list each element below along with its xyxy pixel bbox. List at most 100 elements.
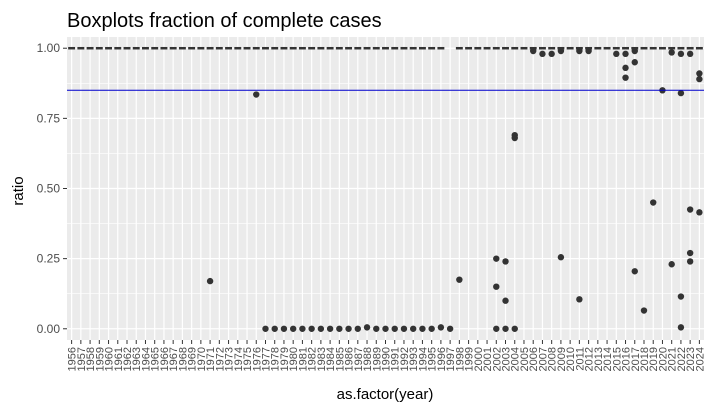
outlier-point [308,325,315,332]
outlier-point [363,324,371,331]
outlier-point [613,50,620,58]
outlier-point [622,64,629,72]
x-tick-label: 1960 [104,347,116,371]
x-tick-label: 1981 [297,347,309,371]
outlier-point [686,206,694,213]
outlier-point [289,325,297,332]
outlier-point [493,283,500,290]
x-tick-label: 2007 [537,347,549,371]
x-tick-label: 1963 [131,347,143,371]
outlier-point [686,50,694,58]
outlier-point [696,209,703,216]
outlier-point [631,47,638,55]
x-tick-label: 1975 [242,347,254,371]
outlier-point [686,249,694,257]
outlier-point [668,49,675,56]
x-tick-label: 2015 [611,347,623,371]
x-tick-label: 2005 [519,347,531,371]
outlier-point [502,258,509,265]
x-tick-label: 1971 [205,347,217,371]
outlier-point [206,277,214,285]
outlier-point [419,325,426,332]
outlier-point [576,47,583,55]
x-tick-label: 2017 [630,347,642,371]
outlier-point [280,325,288,332]
x-tick-label: 2020 [657,347,669,371]
outlier-point [253,91,260,98]
x-tick-label: 1999 [464,347,476,371]
x-tick-label: 1986 [344,347,356,371]
x-tick-label: 2004 [510,347,522,371]
y-tick-label: 1.00 [37,41,61,55]
x-tick-label: 2003 [501,347,513,371]
y-tick-label: 0.75 [37,111,61,125]
x-tick-label: 1988 [362,347,374,371]
x-tick-label: 1974 [233,347,245,371]
x-tick-label: 1959 [94,347,106,371]
x-tick-label: 2014 [602,347,614,371]
x-tick-label: 2009 [556,347,568,371]
x-tick-label: 2008 [547,347,559,371]
outlier-point [677,50,685,58]
x-tick-label: 1989 [371,347,383,371]
y-tick-label: 0.25 [37,252,61,266]
outlier-point [493,325,500,332]
outlier-point [696,75,703,83]
outlier-point [345,325,352,332]
x-tick-label: 1985 [334,347,346,371]
x-tick-label: 1956 [67,347,79,371]
x-tick-label: 1972 [214,347,226,371]
outlier-point [391,325,398,332]
outlier-point [271,325,278,332]
y-tick-label: 0.00 [37,322,61,336]
y-tick-label: 0.50 [37,182,61,196]
x-tick-label: 2024 [694,347,706,371]
outlier-point [650,199,657,206]
outlier-point [493,255,500,262]
x-tick-label: 2011 [574,347,586,371]
x-tick-label: 1982 [307,347,319,371]
outlier-point [409,325,417,332]
x-tick-label: 1977 [260,347,272,371]
outlier-point [622,50,629,58]
x-tick-label: 1957 [76,347,88,371]
outlier-point [446,325,454,332]
x-tick-label: 1961 [113,347,125,371]
outlier-point [354,325,362,332]
y-axis-ticks: 0.00 0.25 0.50 0.75 1.00 [37,41,67,336]
outlier-point [326,325,334,332]
outlier-point [539,50,546,58]
x-tick-label: 2022 [676,347,688,371]
outlier-point [511,134,518,142]
outlier-point [557,254,565,261]
x-tick-label: 1992 [399,347,411,371]
outlier-point [576,296,583,303]
outlier-point [511,325,518,332]
x-tick-label: 1968 [177,347,189,371]
outlier-point [696,70,703,77]
outlier-point [622,74,629,81]
outlier-point [585,47,592,55]
outlier-point [686,258,694,265]
x-tick-label: 2019 [648,347,660,371]
x-tick-label: 1984 [325,347,337,371]
x-tick-label: 1965 [150,347,162,371]
x-tick-label: 1980 [288,347,300,371]
outlier-point [548,50,555,58]
outlier-point [530,47,537,55]
y-axis-title: ratio [10,176,27,205]
outlier-point [502,325,509,332]
x-tick-label: 1979 [279,347,291,371]
x-tick-label: 1995 [427,347,439,371]
x-tick-label: 1990 [381,347,393,371]
x-tick-label: 2001 [482,347,494,371]
x-tick-label: 1970 [196,347,208,371]
x-axis-ticks: 1956195719581959196019611962196319641965… [67,340,706,371]
outlier-point [428,325,435,332]
outlier-point [382,325,389,332]
outlier-point [437,324,445,331]
x-tick-label: 1996 [436,347,448,371]
x-tick-label: 2000 [473,347,485,371]
